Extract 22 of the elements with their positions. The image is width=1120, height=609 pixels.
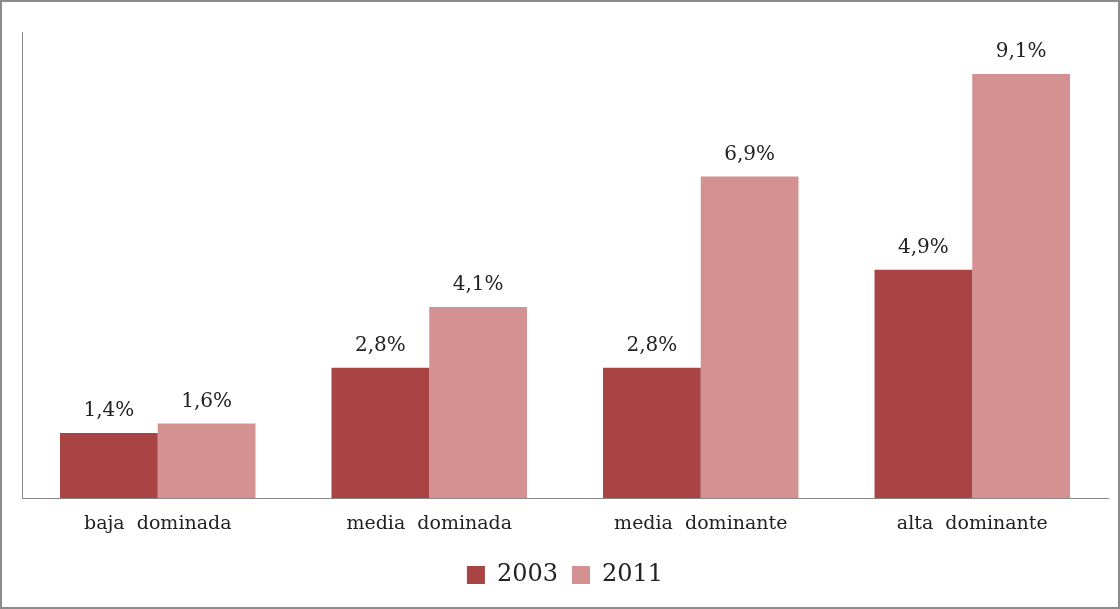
bar — [157, 423, 256, 499]
legend-label: 2011 — [602, 559, 664, 588]
bar — [331, 367, 430, 499]
data-label: 4,9% — [897, 233, 949, 258]
bar — [429, 307, 527, 499]
x-tick-label: media dominada — [346, 510, 513, 533]
bar — [700, 176, 799, 499]
data-label: 1,4% — [83, 397, 135, 422]
data-label: 2,8% — [626, 331, 678, 356]
bar — [972, 73, 1070, 499]
x-tick-label: media dominante — [614, 510, 788, 533]
data-label: 6,9% — [724, 140, 776, 165]
data-label: 9,1% — [995, 38, 1047, 63]
data-label: 1,6% — [181, 387, 233, 412]
bar — [60, 432, 158, 499]
x-tick-label: alta dominante — [896, 510, 1048, 533]
data-label: 2,8% — [354, 331, 406, 356]
legend-label: 2003 — [496, 559, 558, 588]
bar — [603, 367, 701, 499]
bar — [874, 269, 973, 499]
x-tick-label: baja dominada — [83, 510, 232, 533]
data-label: 4,1% — [452, 271, 504, 296]
